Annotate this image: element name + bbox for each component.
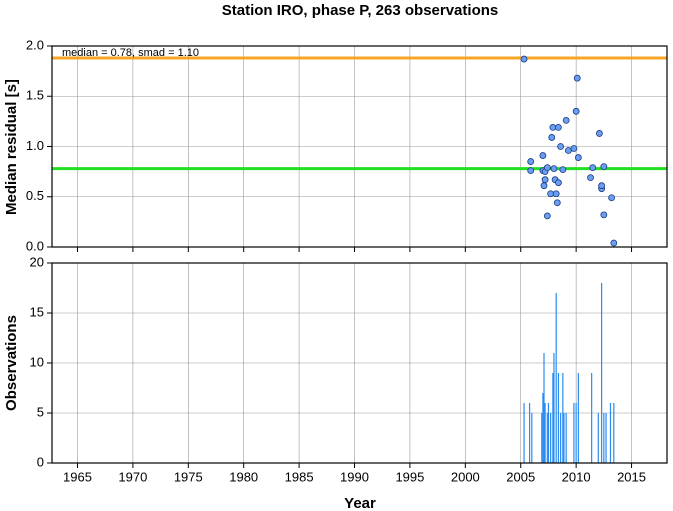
- point: [541, 176, 549, 184]
- x-tick-label: 1975: [174, 469, 203, 484]
- point: [600, 211, 608, 219]
- point: [555, 124, 562, 131]
- y-axis-label: Observations: [3, 315, 20, 411]
- x-tick-label: 2000: [451, 469, 480, 484]
- point: [543, 164, 551, 172]
- x-tick-label: 1995: [395, 469, 424, 484]
- point: [557, 143, 565, 150]
- y-tick-label: 15: [30, 304, 44, 319]
- y-tick-label: 0: [37, 454, 44, 469]
- bar: [546, 413, 548, 463]
- x-tick-label: 2005: [506, 469, 535, 484]
- x-tick-label: 1970: [118, 469, 147, 484]
- bar: [542, 393, 544, 463]
- bar: [552, 373, 554, 463]
- point: [570, 145, 578, 152]
- bar: [577, 373, 579, 463]
- bar: [562, 373, 564, 463]
- bar: [541, 413, 543, 463]
- bar: [603, 413, 605, 463]
- bar: [557, 373, 560, 463]
- bar: [597, 413, 599, 463]
- chart-title: Station IRO, phase P, 263 observations: [222, 2, 498, 19]
- bar: [613, 403, 615, 463]
- point: [543, 212, 551, 220]
- point: [589, 164, 597, 172]
- point: [547, 190, 555, 198]
- bar: [591, 373, 593, 463]
- point: [564, 147, 572, 154]
- plot-frame: [51, 262, 668, 464]
- x-tick-label: 1985: [285, 469, 314, 484]
- point: [559, 166, 567, 174]
- y-tick-label: 2.0: [26, 37, 44, 52]
- point: [520, 55, 528, 63]
- point: [527, 167, 535, 175]
- point: [548, 134, 556, 141]
- bar: [523, 403, 525, 463]
- y-tick-label: 5: [37, 404, 44, 419]
- y-tick-label: 0.0: [26, 238, 44, 253]
- point: [600, 163, 608, 171]
- point: [539, 152, 547, 159]
- x-tick-label: 2015: [617, 469, 646, 484]
- x-tick-label: 2010: [562, 469, 591, 484]
- bar: [575, 403, 577, 463]
- point: [562, 116, 570, 124]
- bar: [543, 353, 545, 463]
- bar: [544, 403, 546, 463]
- point: [549, 124, 557, 131]
- point: [540, 182, 548, 190]
- bar: [563, 413, 565, 463]
- bar: [560, 413, 562, 463]
- bar: [528, 403, 531, 463]
- y-tick-label: 10: [30, 354, 44, 369]
- point: [572, 107, 580, 115]
- y-tick-label: 1.0: [26, 138, 44, 153]
- bar: [605, 413, 607, 463]
- bar: [565, 413, 567, 463]
- point: [573, 74, 581, 82]
- x-axis-label: Year: [344, 495, 376, 511]
- annotation: median = 0.78, smad = 1.10: [62, 47, 199, 59]
- y-axis-label: Median residual [s]: [3, 79, 20, 215]
- point: [608, 194, 615, 202]
- x-tick-label: 1965: [63, 469, 92, 484]
- point: [598, 182, 606, 190]
- point: [553, 199, 561, 207]
- point: [574, 154, 582, 161]
- plot-frame: [51, 45, 668, 248]
- y-tick-label: 0.5: [26, 188, 44, 203]
- bar: [553, 353, 555, 463]
- bar: [601, 283, 603, 463]
- point: [596, 130, 603, 137]
- bar: [550, 413, 552, 463]
- x-tick-label: 1980: [229, 469, 258, 484]
- bar: [531, 413, 533, 463]
- bar: [555, 293, 557, 463]
- point: [587, 174, 594, 182]
- bar: [547, 403, 550, 463]
- y-tick-label: 20: [30, 254, 44, 269]
- point: [610, 239, 618, 247]
- x-tick-label: 1990: [340, 469, 369, 484]
- bar: [609, 403, 612, 463]
- bar: [573, 403, 575, 463]
- point: [552, 190, 560, 198]
- y-tick-label: 1.5: [26, 88, 44, 103]
- point: [527, 158, 535, 165]
- point: [550, 165, 558, 173]
- point: [555, 179, 562, 187]
